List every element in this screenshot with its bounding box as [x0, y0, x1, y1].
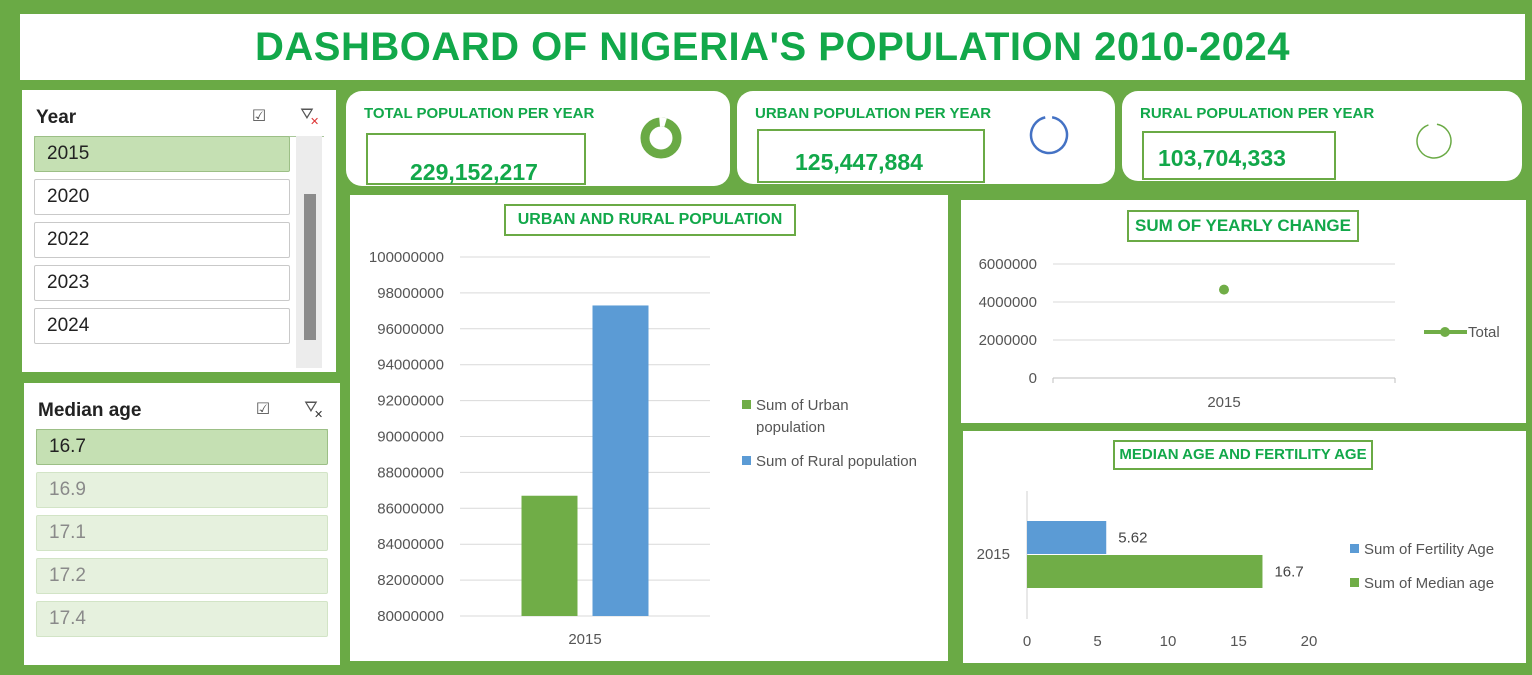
clear-filter-icon[interactable]: ⛛ ✕ — [300, 106, 320, 128]
median-item-16-9[interactable]: 16.9 — [36, 472, 328, 508]
y-tick-label: 0 — [1029, 370, 1037, 387]
median-slicer-header: Median age ☑ ⛛ ✕ — [36, 391, 328, 430]
x-tick-label: 0 — [1023, 633, 1031, 650]
clear-filter-icon[interactable]: ⛛ ✕ — [304, 399, 324, 421]
y-tick-label: 2015 — [977, 546, 1010, 563]
yearly-change-chart-title: SUM OF YEARLY CHANGE — [1127, 210, 1359, 242]
legend-swatch — [742, 456, 751, 465]
legend-swatch — [1350, 578, 1359, 587]
page-title: DASHBOARD OF NIGERIA'S POPULATION 2010-2… — [255, 24, 1290, 69]
median-fertility-chart-panel: MEDIAN AGE AND FERTILITY AGE 0 5 10 15 20 5.6… — [963, 431, 1526, 663]
median-item-17-2[interactable]: 17.2 — [36, 558, 328, 594]
median-item-17-1[interactable]: 17.1 — [36, 515, 328, 551]
kpi-rural-label: RURAL POPULATION PER YEAR — [1140, 105, 1375, 122]
y-tick-label: 100000000 — [369, 249, 444, 266]
dashboard-header: DASHBOARD OF NIGERIA'S POPULATION 2010-2… — [20, 14, 1525, 80]
x-tick-label: 15 — [1230, 633, 1247, 650]
legend-label: Sum of Fertility Age — [1364, 541, 1494, 558]
multi-select-icon[interactable]: ☑ — [251, 108, 267, 125]
year-item-2024[interactable]: 2024 — [34, 308, 290, 344]
median-item-16-7[interactable]: 16.7 — [36, 429, 328, 465]
data-label: 16.7 — [1274, 564, 1303, 581]
bar-fertility — [1027, 521, 1107, 554]
y-tick-label: 84000000 — [377, 536, 444, 553]
x-tick-label: 20 — [1301, 633, 1318, 650]
x-tick-label: 10 — [1160, 633, 1177, 650]
year-item-2020[interactable]: 2020 — [34, 179, 290, 215]
y-tick-label: 6000000 — [979, 256, 1037, 273]
legend-label: Sum of Rural population — [756, 453, 917, 470]
kpi-total-card: TOTAL POPULATION PER YEAR 229,152,217 — [346, 91, 730, 186]
y-tick-label: 98000000 — [377, 285, 444, 302]
kpi-urban-box: 125,447,884 — [757, 129, 985, 183]
yearly-change-chart: 0 2000000 4000000 6000000 2015 Total — [979, 256, 1500, 411]
legend-label: Sum of Urban population — [756, 397, 849, 436]
bar-rural — [592, 305, 649, 616]
kpi-rural-value: 103,704,333 — [1158, 145, 1286, 171]
y-tick-label: 96000000 — [377, 321, 444, 338]
y-tick-label: 94000000 — [377, 357, 444, 374]
kpi-rural-box: 103,704,333 — [1142, 131, 1336, 180]
year-slicer: Year ☑ ⛛ ✕ 2015 2020 2022 2023 2024 — [22, 90, 336, 372]
y-tick-label: 80000000 — [377, 608, 444, 625]
year-slicer-header: Year ☑ ⛛ ✕ — [34, 98, 324, 137]
kpi-urban-card: URBAN POPULATION PER YEAR 125,447,884 — [737, 91, 1115, 184]
year-item-2023[interactable]: 2023 — [34, 265, 290, 301]
legend-swatch — [1350, 544, 1359, 553]
data-label: 5.62 — [1118, 530, 1147, 547]
kpi-rural-card: RURAL POPULATION PER YEAR 103,704,333 — [1122, 91, 1522, 181]
urban-rural-chart-panel: URBAN AND RURAL POPULATION 80000000 82000… — [350, 195, 948, 661]
yearly-change-chart-panel: SUM OF YEARLY CHANGE 0 2000000 4000000 6000… — [961, 200, 1526, 423]
y-tick-label: 82000000 — [377, 572, 444, 589]
year-item-2015[interactable]: 2015 — [34, 136, 290, 172]
kpi-total-label: TOTAL POPULATION PER YEAR — [364, 105, 595, 122]
urban-rural-chart: 80000000 82000000 84000000 86000000 88000000… — [369, 249, 917, 648]
multi-select-icon[interactable]: ☑ — [255, 401, 271, 418]
kpi-total-value: 229,152,217 — [410, 159, 538, 185]
x-tick-label: 2015 — [568, 631, 601, 648]
kpi-total-box: 229,152,217 — [366, 133, 586, 185]
year-scrollbar[interactable] — [296, 136, 322, 368]
x-tick-label: 2015 — [1207, 394, 1240, 411]
legend-label: Total — [1468, 324, 1500, 341]
year-item-2022[interactable]: 2022 — [34, 222, 290, 258]
y-tick-label: 88000000 — [377, 464, 444, 481]
y-tick-label: 2000000 — [979, 332, 1037, 349]
year-scrollbar-thumb[interactable] — [304, 194, 316, 340]
median-fertility-chart-title: MEDIAN AGE AND FERTILITY AGE — [1113, 440, 1373, 470]
median-age-slicer: Median age ☑ ⛛ ✕ 16.7 16.9 17.1 17.2 17.4 — [24, 383, 340, 665]
bar-median — [1027, 555, 1263, 588]
legend-swatch — [742, 400, 751, 409]
kpi-rural-ring — [1416, 123, 1452, 159]
legend-marker — [1440, 327, 1450, 337]
kpi-urban-ring — [1029, 115, 1069, 155]
kpi-total-ring — [640, 117, 682, 159]
data-point — [1219, 284, 1229, 295]
y-tick-label: 86000000 — [377, 500, 444, 517]
kpi-urban-value: 125,447,884 — [795, 149, 923, 175]
year-slicer-title: Year — [36, 107, 77, 128]
x-tick-label: 5 — [1093, 633, 1101, 650]
y-tick-label: 92000000 — [377, 393, 444, 410]
median-slicer-title: Median age — [38, 400, 142, 421]
kpi-urban-label: URBAN POPULATION PER YEAR — [755, 105, 992, 122]
bar-urban — [521, 495, 578, 616]
y-tick-label: 90000000 — [377, 429, 444, 446]
median-fertility-chart: 0 5 10 15 20 5.62 16.7 2015 Sum of Fertility Age… — [977, 491, 1494, 650]
legend-label: Sum of Median age — [1364, 575, 1494, 592]
urban-rural-chart-title: URBAN AND RURAL POPULATION — [504, 204, 796, 236]
median-item-17-4[interactable]: 17.4 — [36, 601, 328, 637]
y-tick-label: 4000000 — [979, 294, 1037, 311]
